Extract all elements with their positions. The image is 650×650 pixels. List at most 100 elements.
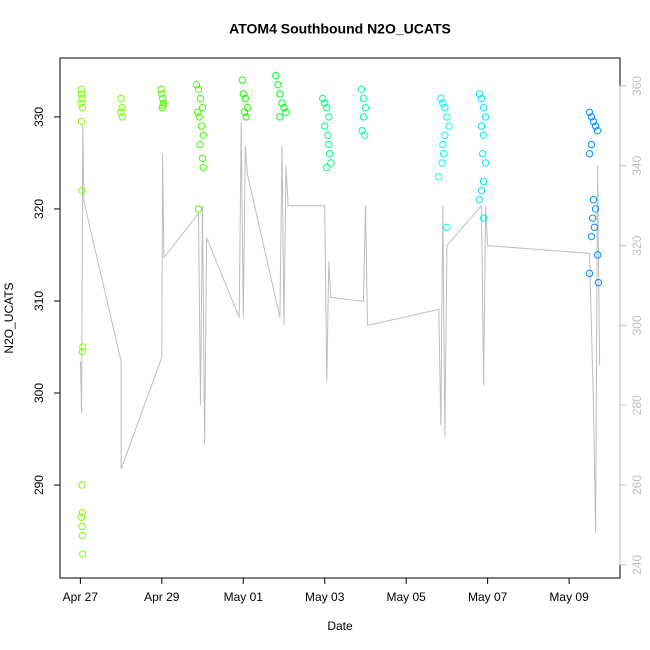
point xyxy=(276,90,284,98)
point xyxy=(435,173,443,181)
point xyxy=(274,80,282,89)
point xyxy=(282,108,290,117)
y-tick-label: 290 xyxy=(32,475,46,495)
point xyxy=(77,513,86,521)
point xyxy=(77,117,86,126)
point xyxy=(443,113,451,121)
point xyxy=(590,223,599,232)
y-tick-label: 330 xyxy=(32,107,46,127)
point xyxy=(197,122,206,130)
point xyxy=(358,127,366,135)
x-axis-label: Date xyxy=(327,619,353,633)
point xyxy=(241,94,250,103)
y-tick-label: 320 xyxy=(32,199,46,219)
point xyxy=(78,481,86,489)
y2-tick-label: 280 xyxy=(630,395,644,415)
point xyxy=(591,122,600,130)
point xyxy=(118,113,127,121)
point xyxy=(591,205,600,213)
point xyxy=(78,531,87,540)
point xyxy=(445,122,453,130)
point xyxy=(242,113,250,121)
point xyxy=(437,94,445,103)
point xyxy=(325,113,333,121)
point xyxy=(77,90,86,98)
point xyxy=(323,103,331,112)
point xyxy=(477,94,486,103)
point xyxy=(240,108,249,117)
x-tick-label: May 09 xyxy=(549,590,589,604)
point xyxy=(194,85,203,93)
point xyxy=(276,113,284,121)
point xyxy=(117,94,125,103)
point xyxy=(192,80,201,89)
point xyxy=(238,76,247,84)
point xyxy=(587,113,596,121)
point xyxy=(199,163,208,172)
point xyxy=(479,131,488,140)
point xyxy=(477,122,486,130)
point xyxy=(195,113,203,121)
point xyxy=(196,140,204,149)
y2-tick-label: 340 xyxy=(630,155,644,175)
point xyxy=(239,90,247,98)
point xyxy=(117,108,125,117)
point xyxy=(357,85,366,93)
y2-tick-label: 300 xyxy=(630,315,644,335)
point xyxy=(158,90,166,98)
point xyxy=(193,108,202,117)
point xyxy=(198,103,207,112)
point xyxy=(360,131,369,140)
point xyxy=(77,99,85,107)
y-tick-label: 310 xyxy=(32,291,46,311)
point xyxy=(324,131,332,140)
point xyxy=(194,205,203,213)
point xyxy=(593,251,602,259)
y-tick-label: 300 xyxy=(32,383,46,403)
point xyxy=(479,103,488,112)
point xyxy=(325,140,333,149)
point xyxy=(278,99,286,107)
point xyxy=(439,140,447,149)
y2-tick-label: 240 xyxy=(630,554,644,574)
point xyxy=(593,127,602,135)
point xyxy=(78,103,87,112)
x-tick-label: May 01 xyxy=(224,590,264,604)
point xyxy=(587,140,596,149)
point xyxy=(196,94,205,103)
x-tick-label: Apr 29 xyxy=(144,590,180,604)
point xyxy=(585,150,594,158)
y-axis-label: N2O_UCATS xyxy=(2,282,16,353)
point xyxy=(441,103,449,112)
point xyxy=(439,150,448,158)
x-tick-label: Apr 27 xyxy=(63,590,99,604)
chart-title: ATOM4 Southbound N2O_UCATS xyxy=(229,21,451,37)
point xyxy=(318,94,327,103)
point xyxy=(481,113,490,121)
point xyxy=(443,223,451,232)
point xyxy=(78,186,86,195)
point xyxy=(158,94,167,103)
point xyxy=(78,347,87,356)
x-tick-label: May 05 xyxy=(387,590,427,604)
y2-tick-label: 260 xyxy=(630,475,644,495)
point xyxy=(78,94,86,103)
point xyxy=(159,99,168,107)
point xyxy=(280,103,288,112)
point xyxy=(361,103,370,112)
point xyxy=(157,85,165,93)
point xyxy=(589,196,598,204)
point xyxy=(479,177,488,186)
point xyxy=(479,214,488,222)
point xyxy=(243,103,252,112)
point xyxy=(477,186,486,195)
point xyxy=(118,103,126,112)
x-tick-label: May 07 xyxy=(468,590,508,604)
point xyxy=(78,508,87,517)
x-tick-label: May 03 xyxy=(305,590,345,604)
point xyxy=(359,113,368,121)
point xyxy=(475,196,484,204)
point xyxy=(585,269,594,278)
point xyxy=(79,550,87,558)
point xyxy=(481,159,490,167)
